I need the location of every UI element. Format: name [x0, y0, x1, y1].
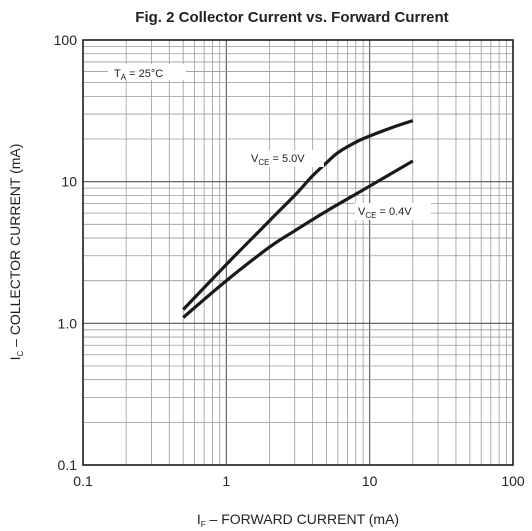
y-tick-label: 0.1 — [58, 457, 78, 473]
chart-title: Fig. 2 Collector Current vs. Forward Cur… — [135, 9, 448, 26]
series-label-vce-5: VCE = 5.0V — [251, 153, 305, 167]
series-lines — [182, 119, 414, 319]
series-line-vce-5 — [182, 119, 414, 311]
y-tick-label: 10 — [61, 174, 77, 190]
plot-frame — [82, 39, 514, 466]
x-axis-label: IF – FORWARD CURRENT (mA) — [197, 511, 399, 529]
x-tick-label: 1 — [222, 473, 230, 489]
temperature-annotation-bg — [108, 64, 186, 80]
series-line-vce-04 — [182, 159, 414, 319]
y-tick-label: 100 — [54, 32, 78, 48]
temperature-annotation: TA = 25°C — [114, 68, 163, 82]
tick-labels: 0.1 1 10 100 0.1 1.0 10 100 — [54, 32, 525, 489]
grid-lines — [83, 40, 513, 465]
x-tick-label: 10 — [362, 473, 378, 489]
series-label-bg-vce-5 — [248, 150, 324, 167]
x-tick-label: 100 — [501, 473, 525, 489]
y-tick-label: 1.0 — [58, 315, 78, 331]
y-axis-label: IC – COLLECTOR CURRENT (mA) — [7, 144, 25, 361]
series-label-vce-04: VCE = 0.4V — [358, 206, 412, 220]
x-tick-label: 0.1 — [73, 473, 93, 489]
series-label-bg-vce-04 — [355, 203, 431, 220]
